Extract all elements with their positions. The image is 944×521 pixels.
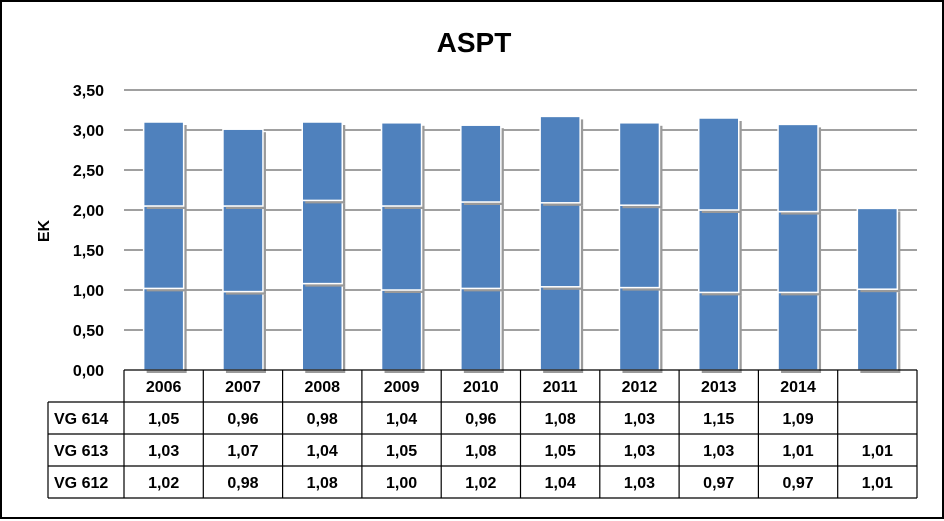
bar-segment xyxy=(539,202,581,288)
data-label: 1,03 xyxy=(148,443,179,460)
data-label: 1,07 xyxy=(227,443,258,460)
x-tick-label: 2010 xyxy=(463,379,499,396)
bar-segment xyxy=(222,128,264,207)
bar-segment xyxy=(380,205,423,291)
y-tick-label: 1,50 xyxy=(73,243,104,260)
data-label: 0,97 xyxy=(703,475,734,492)
bar-segment xyxy=(539,115,581,204)
y-tick-label: 3,00 xyxy=(73,123,104,140)
series-name-label: VG 613 xyxy=(54,443,108,460)
data-label: 0,98 xyxy=(307,411,338,428)
y-tick-label: 0,00 xyxy=(73,363,104,380)
bar-segment xyxy=(460,201,502,290)
bar-segment xyxy=(777,291,819,371)
data-label: 1,04 xyxy=(545,475,576,492)
x-tick-label: 2009 xyxy=(384,379,420,396)
x-tick-label: 2008 xyxy=(304,379,340,396)
x-tick-label: 2013 xyxy=(701,379,737,396)
series-name-label: VG 614 xyxy=(54,411,108,428)
bar-segment xyxy=(856,288,899,371)
bar-segment xyxy=(142,121,185,207)
series-name-label: VG 612 xyxy=(54,475,108,492)
data-label: 1,05 xyxy=(148,411,179,428)
y-tick-label: 3,50 xyxy=(73,83,104,100)
data-label: 1,05 xyxy=(545,443,576,460)
data-label: 1,03 xyxy=(624,411,655,428)
bar-segment xyxy=(777,210,819,294)
bar-segment xyxy=(222,205,264,293)
bar-segment xyxy=(380,289,423,371)
data-label: 1,04 xyxy=(307,443,338,460)
data-label: 1,01 xyxy=(862,443,893,460)
data-label: 1,01 xyxy=(782,443,813,460)
bar-segment xyxy=(301,121,343,202)
bar-segment xyxy=(698,291,740,371)
bars xyxy=(142,115,901,373)
bar-segment xyxy=(777,123,819,213)
bar-segment xyxy=(539,286,581,371)
y-tick-label: 2,00 xyxy=(73,203,104,220)
chart-title: ASPT xyxy=(437,27,512,58)
data-label: 1,08 xyxy=(465,443,496,460)
y-axis-ticks: 0,00 0,50 1,00 1,50 2,00 2,50 3,00 3,50 xyxy=(73,83,104,380)
bar-segment xyxy=(380,122,423,207)
data-label: 1,04 xyxy=(386,411,417,428)
data-label: 1,02 xyxy=(148,475,179,492)
y-axis-label: EK xyxy=(36,219,53,242)
data-label: 0,96 xyxy=(227,411,258,428)
data-table: 2006 2007 2008 2009 2010 2011 2012 2013 2014 VG 6… xyxy=(47,369,918,499)
bar-segment xyxy=(460,287,502,371)
data-label: 1,01 xyxy=(862,475,893,492)
data-label: 1,09 xyxy=(782,411,813,428)
bar-segment xyxy=(856,207,899,290)
bar-segment xyxy=(222,290,264,371)
data-label: 1,15 xyxy=(703,411,734,428)
y-tick-label: 1,00 xyxy=(73,283,104,300)
bar-segment xyxy=(460,124,502,203)
data-label: 0,97 xyxy=(782,475,813,492)
x-tick-label: 2007 xyxy=(225,379,261,396)
bar-segment xyxy=(698,117,740,211)
x-tick-label: 2014 xyxy=(780,379,816,396)
data-label: 1,02 xyxy=(465,475,496,492)
bar-segment xyxy=(142,287,185,371)
data-label: 1,03 xyxy=(624,443,655,460)
data-label: 0,98 xyxy=(227,475,258,492)
data-label: 1,05 xyxy=(386,443,417,460)
data-label: 1,08 xyxy=(307,475,338,492)
bar-segment xyxy=(618,286,661,371)
y-tick-label: 0,50 xyxy=(73,323,104,340)
data-label: 1,08 xyxy=(545,411,576,428)
x-tick-label: 2006 xyxy=(146,379,182,396)
bar-segment xyxy=(301,282,343,371)
bar-segment xyxy=(618,122,661,206)
data-label: 1,00 xyxy=(386,475,417,492)
bar-segment xyxy=(301,199,343,285)
x-tick-label: 2012 xyxy=(622,379,658,396)
y-tick-label: 2,50 xyxy=(73,163,104,180)
data-label: 0,96 xyxy=(465,411,496,428)
bar-segment xyxy=(142,205,185,290)
bar-segment xyxy=(698,209,740,294)
x-tick-label: 2011 xyxy=(543,379,578,396)
bar-segment xyxy=(618,204,661,289)
data-label: 1,03 xyxy=(703,443,734,460)
data-label: 1,03 xyxy=(624,475,655,492)
